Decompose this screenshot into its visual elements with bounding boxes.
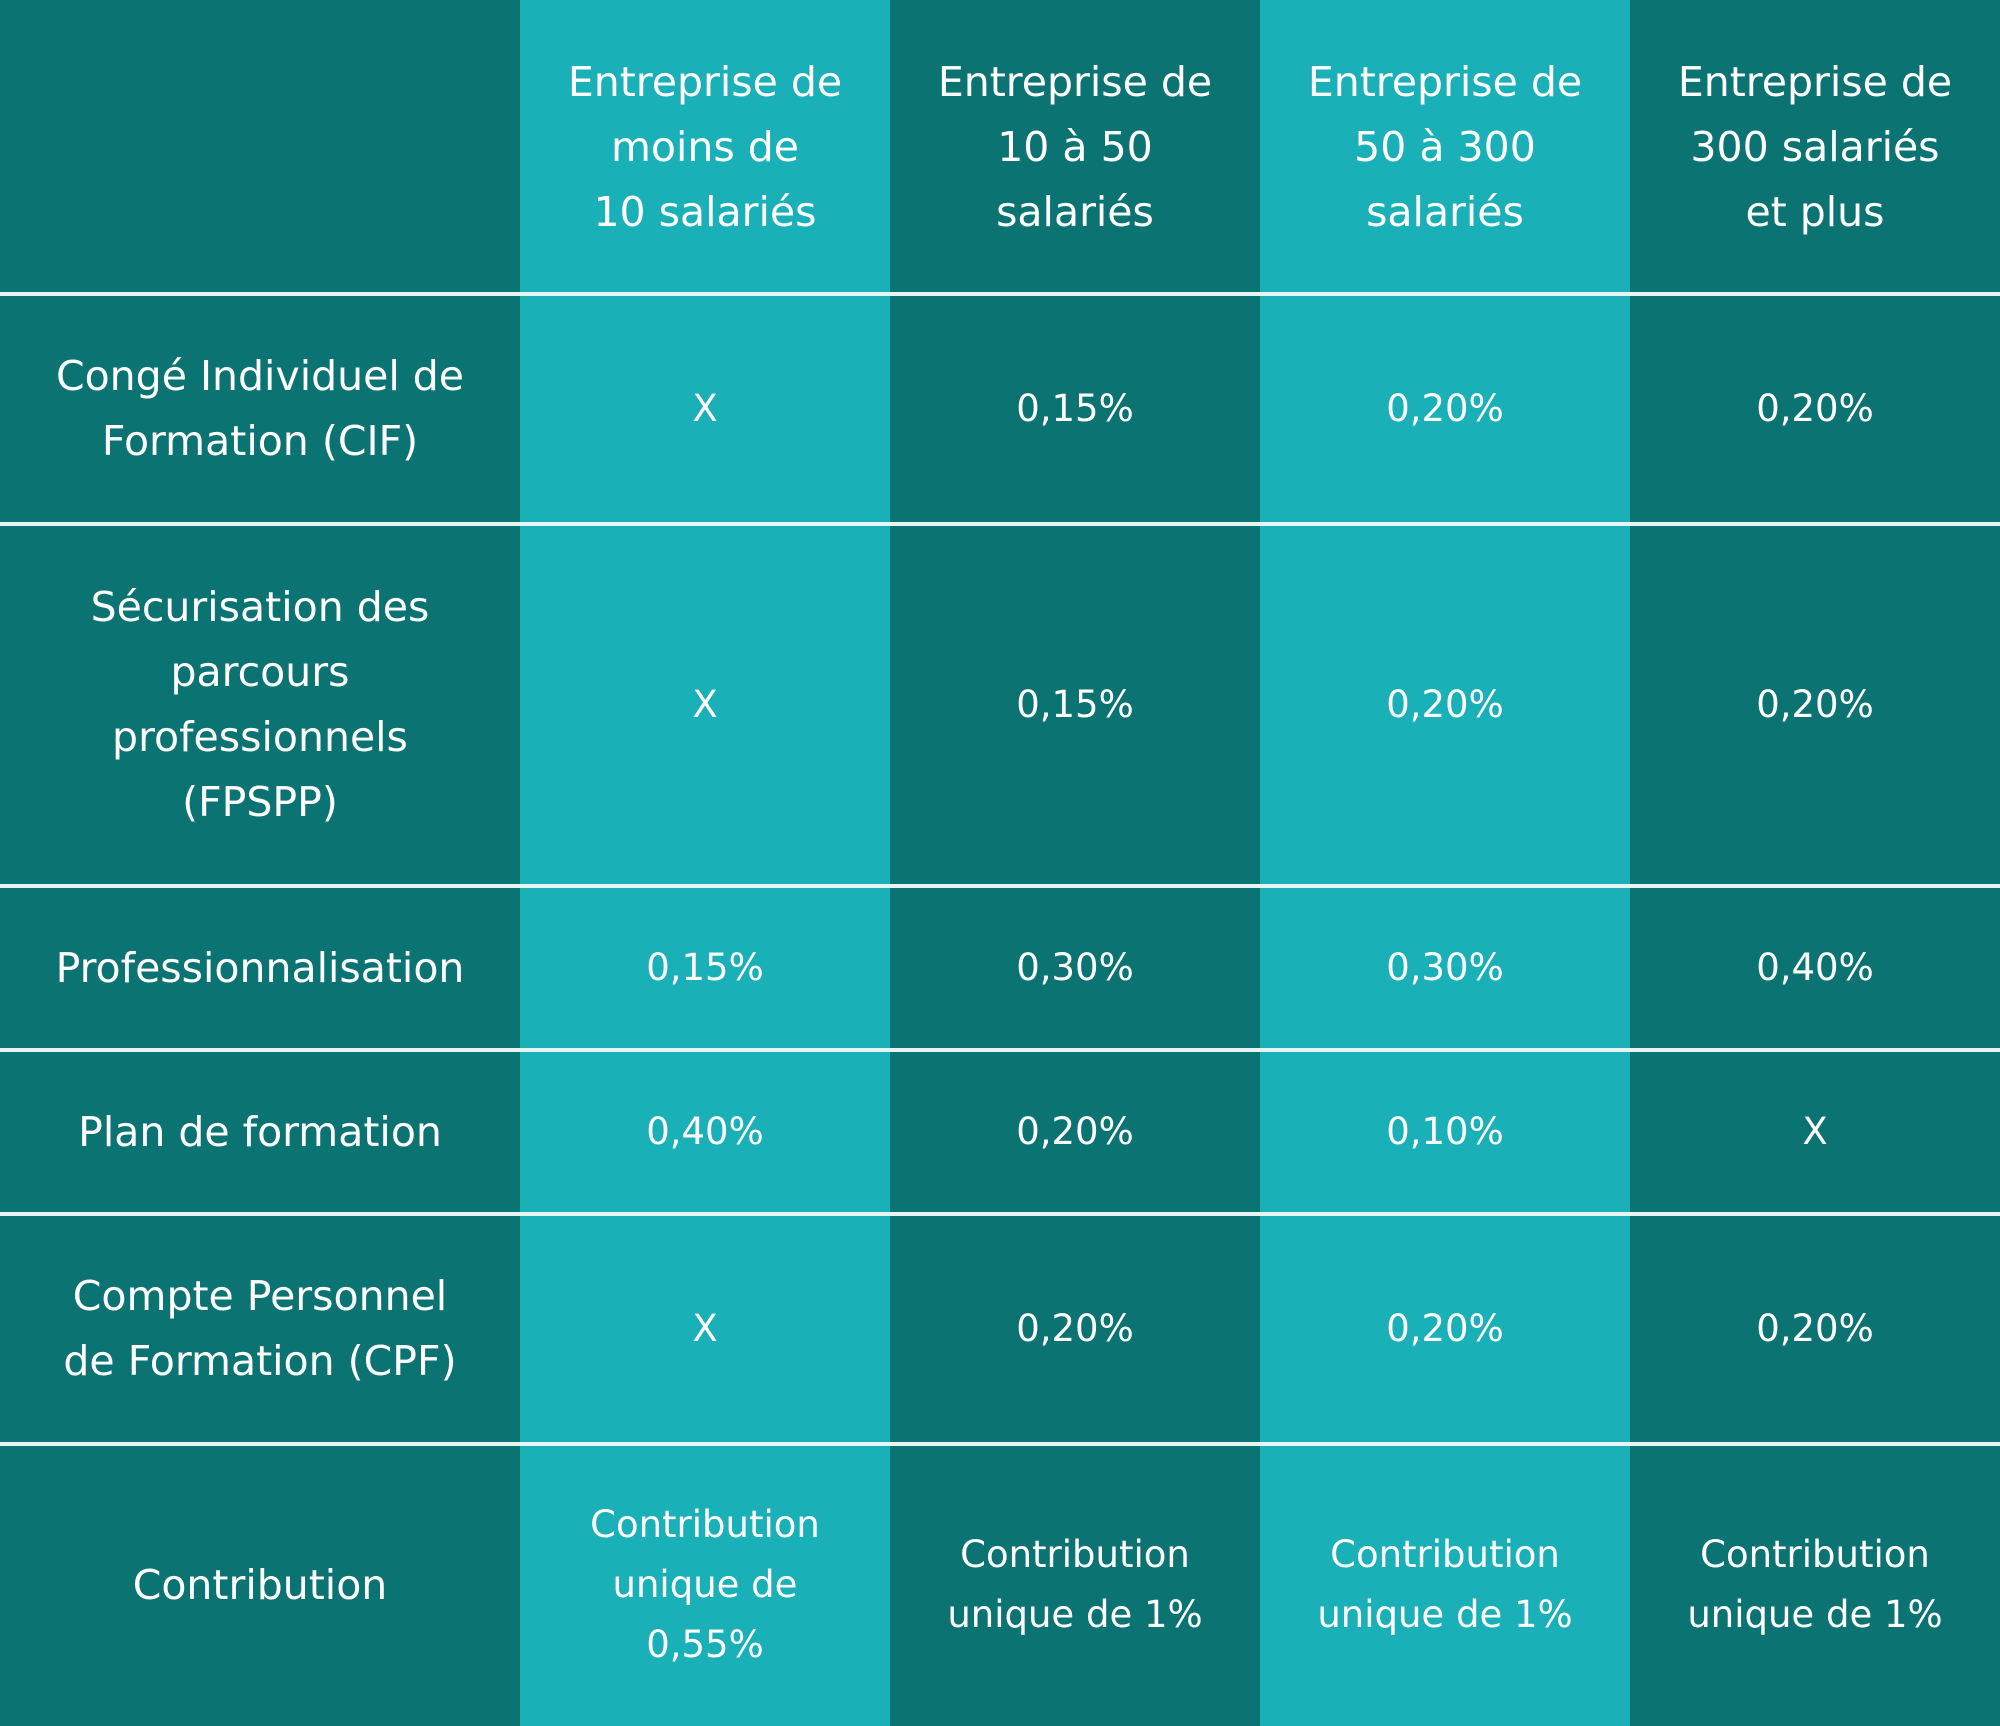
table-cell: Contribution unique de 1% [890,1444,1260,1726]
column-header: Entreprise de 50 à 300 salariés [1260,0,1630,294]
column-header: Entreprise de 10 à 50 salariés [890,0,1260,294]
column-header: Entreprise de 300 salariés et plus [1630,0,2000,294]
row-divider [0,1442,2000,1446]
table-cell: 0,30% [890,886,1260,1050]
table-cell: 0,15% [890,294,1260,524]
table-cell: 0,20% [1260,524,1630,886]
table-cell: 0,40% [1630,886,2000,1050]
row-divider [0,1212,2000,1216]
table-cell: 0,20% [1630,1214,2000,1444]
table-cell: 0,20% [1260,1214,1630,1444]
table-cell: 0,20% [1630,294,2000,524]
row-divider [0,1048,2000,1052]
table-cell: 0,20% [1260,294,1630,524]
table-cell: 0,40% [520,1050,890,1214]
table-cell: X [1630,1050,2000,1214]
table-cell: Contribution unique de 1% [1260,1444,1630,1726]
column-header: Entreprise de moins de 10 salariés [520,0,890,294]
table-cell: X [520,294,890,524]
table-cell: 0,10% [1260,1050,1630,1214]
row-label: Congé Individuel de Formation (CIF) [0,294,520,524]
table-cell: 0,15% [520,886,890,1050]
row-label: Professionnalisation [0,886,520,1050]
table-cell: 0,20% [1630,524,2000,886]
row-label: Contribution [0,1444,520,1726]
table-cell: X [520,524,890,886]
table-cell: 0,15% [890,524,1260,886]
row-divider [0,522,2000,526]
table-cell: 0,20% [890,1050,1260,1214]
row-divider [0,292,2000,296]
table-cell: Contribution unique de 0,55% [520,1444,890,1726]
table-cell: 0,30% [1260,886,1630,1050]
row-label: Compte Personnel de Formation (CPF) [0,1214,520,1444]
row-label: Plan de formation [0,1050,520,1214]
table-cell: 0,20% [890,1214,1260,1444]
table-cell: Contribution unique de 1% [1630,1444,2000,1726]
table-cell: X [520,1214,890,1444]
row-label: Sécurisation des parcours professionnels… [0,524,520,886]
row-divider [0,884,2000,888]
header-corner-cell [0,0,520,294]
